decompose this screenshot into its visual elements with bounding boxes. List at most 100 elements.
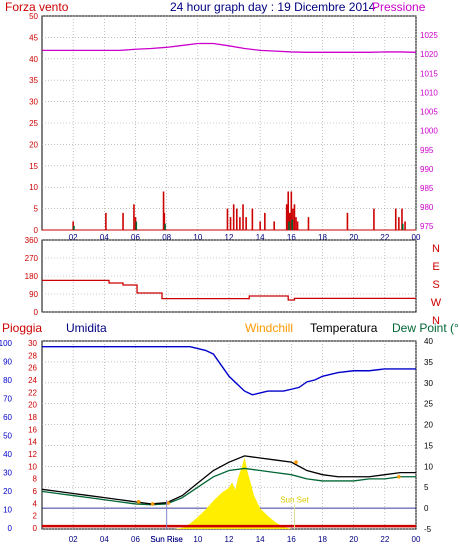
compass-label: N bbox=[432, 243, 440, 255]
temperature-tick-label: -5 bbox=[424, 525, 432, 534]
pressure-tick-label: 975 bbox=[420, 222, 434, 231]
rain-tick-label: 6 bbox=[33, 487, 38, 496]
rain-tick-label: 10 bbox=[28, 462, 37, 471]
wind-tick-label: 0 bbox=[34, 226, 39, 235]
x-tick-label: 18 bbox=[318, 233, 327, 242]
humidity-tick-label: 0 bbox=[8, 524, 13, 533]
x-tick-label: 16 bbox=[287, 233, 296, 242]
compass-label: W bbox=[431, 297, 442, 309]
pressure-tick-label: 1015 bbox=[420, 69, 438, 78]
humidity-line bbox=[42, 346, 416, 396]
wind-pressure-x-ticks: 02 04 06 08 10 12 14 16 18 20 22 00 bbox=[69, 233, 421, 242]
rain-tick-label: 0 bbox=[33, 524, 38, 533]
x-tick-label: 20 bbox=[349, 535, 358, 544]
temperature-axis-ticks: -5 0 5 10 15 20 25 30 35 40 bbox=[424, 337, 433, 534]
pressure-tick-label: 985 bbox=[420, 184, 434, 193]
temperature-tick-label: 0 bbox=[424, 504, 429, 513]
header-chart-title: 24 hour graph day : 19 Dicembre 2014 bbox=[170, 0, 376, 14]
x-tick-label: 14 bbox=[256, 535, 265, 544]
rain-tick-label: 14 bbox=[28, 438, 37, 447]
temperature-tick-label: 10 bbox=[424, 462, 433, 471]
humidity-tick-label: 40 bbox=[3, 450, 12, 459]
temp-humidity-panel: Sun Rise Sun Set 0102030405060708090100 … bbox=[0, 337, 433, 544]
humidity-axis-ticks: 0 10 20 30 40 50 60 70 80 90 100 bbox=[0, 339, 13, 533]
wind-tick-label: 45 bbox=[29, 33, 38, 42]
humidity-tick-label: 10 bbox=[3, 506, 12, 515]
header-dewpoint: Dew Point (°C bbox=[392, 321, 459, 335]
pressure-tick-label: 980 bbox=[420, 203, 434, 212]
windchill-mark bbox=[397, 474, 401, 479]
wind-direction-series bbox=[42, 279, 416, 301]
temperature-tick-label: 5 bbox=[424, 483, 429, 492]
x-tick-label: 20 bbox=[349, 233, 358, 242]
compass-label: N bbox=[432, 315, 440, 327]
wind-direction-line bbox=[42, 279, 416, 301]
humidity-tick-label: 60 bbox=[3, 413, 12, 422]
rain-tick-label: 4 bbox=[33, 499, 38, 508]
wind-tick-label: 40 bbox=[29, 55, 38, 64]
wind-axis-ticks: 0 5 10 15 20 25 30 35 40 45 50 bbox=[29, 12, 38, 235]
x-tick-label: 10 bbox=[193, 535, 202, 544]
direction-tick-label: 180 bbox=[25, 272, 39, 281]
header-temperatura: Temperatura bbox=[310, 321, 378, 335]
humidity-tick-label: 80 bbox=[3, 376, 12, 385]
wind-direction-ticks: 0 90 180 270 360 bbox=[25, 236, 39, 317]
x-tick-label: 06 bbox=[131, 535, 140, 544]
temperature-tick-label: 40 bbox=[424, 337, 433, 346]
pressure-line bbox=[42, 42, 417, 53]
rain-tick-label: 18 bbox=[28, 413, 37, 422]
x-tick-label: 14 bbox=[256, 233, 265, 242]
humidity-tick-label: 90 bbox=[3, 358, 12, 367]
wind-tick-label: 5 bbox=[34, 205, 39, 214]
rain-tick-label: 22 bbox=[28, 388, 37, 397]
pressure-tick-label: 1020 bbox=[420, 50, 438, 59]
temperature-tick-label: 15 bbox=[424, 441, 433, 450]
x-tick-label: 10 bbox=[193, 233, 202, 242]
pressure-tick-label: 1005 bbox=[420, 108, 438, 117]
pressure-tick-label: 1025 bbox=[420, 31, 438, 40]
pressure-tick-label: 995 bbox=[420, 146, 434, 155]
rain-tick-label: 16 bbox=[28, 425, 37, 434]
pressure-tick-label: 990 bbox=[420, 165, 434, 174]
temperature-tick-label: 25 bbox=[424, 400, 433, 409]
temperature-tick-label: 30 bbox=[424, 379, 433, 388]
compass-label: S bbox=[432, 279, 439, 291]
windchill-mark bbox=[294, 460, 298, 464]
rain-tick-label: 26 bbox=[28, 364, 37, 373]
windchill-mark bbox=[136, 500, 141, 504]
header-forza-vento: Forza vento bbox=[5, 0, 69, 14]
direction-tick-label: 270 bbox=[25, 254, 39, 263]
direction-tick-label: 0 bbox=[34, 308, 39, 317]
direction-tick-label: 90 bbox=[29, 290, 38, 299]
wind-tick-label: 10 bbox=[29, 183, 38, 192]
solar-area bbox=[174, 457, 292, 529]
x-tick-label: 08 bbox=[162, 233, 171, 242]
x-tick-label: 04 bbox=[100, 535, 109, 544]
rain-tick-label: 12 bbox=[28, 450, 37, 459]
header-windchill: Windchill bbox=[245, 321, 293, 335]
rain-tick-label: 20 bbox=[28, 401, 37, 410]
x-tick-label: Sun Rise bbox=[150, 535, 183, 544]
x-tick-label: 06 bbox=[131, 233, 140, 242]
header-pressione: Pressione bbox=[372, 0, 426, 14]
x-tick-label: 22 bbox=[380, 233, 389, 242]
rain-tick-label: 2 bbox=[33, 512, 38, 521]
pressure-tick-label: 1000 bbox=[420, 127, 438, 136]
wind-tick-label: 15 bbox=[29, 162, 38, 171]
header-umidita: Umidita bbox=[66, 321, 107, 335]
compass-label: E bbox=[432, 261, 439, 273]
rain-tick-label: 28 bbox=[28, 351, 37, 360]
x-tick-label: 00 bbox=[412, 535, 421, 544]
pressure-axis-ticks: 975 980 985 990 995 1000 1005 1010 1015 1020 1025 bbox=[420, 31, 438, 231]
windchill-mark bbox=[150, 502, 155, 506]
x-tick-label: 12 bbox=[225, 233, 234, 242]
x-tick-label: 12 bbox=[225, 535, 234, 544]
header-pioggia: Pioggia bbox=[2, 321, 42, 335]
x-tick-label: 22 bbox=[380, 535, 389, 544]
x-tick-label: 02 bbox=[69, 233, 78, 242]
humidity-tick-label: 50 bbox=[3, 432, 12, 441]
temperature-tick-label: 35 bbox=[424, 358, 433, 367]
humidity-tick-label: 30 bbox=[3, 469, 12, 478]
